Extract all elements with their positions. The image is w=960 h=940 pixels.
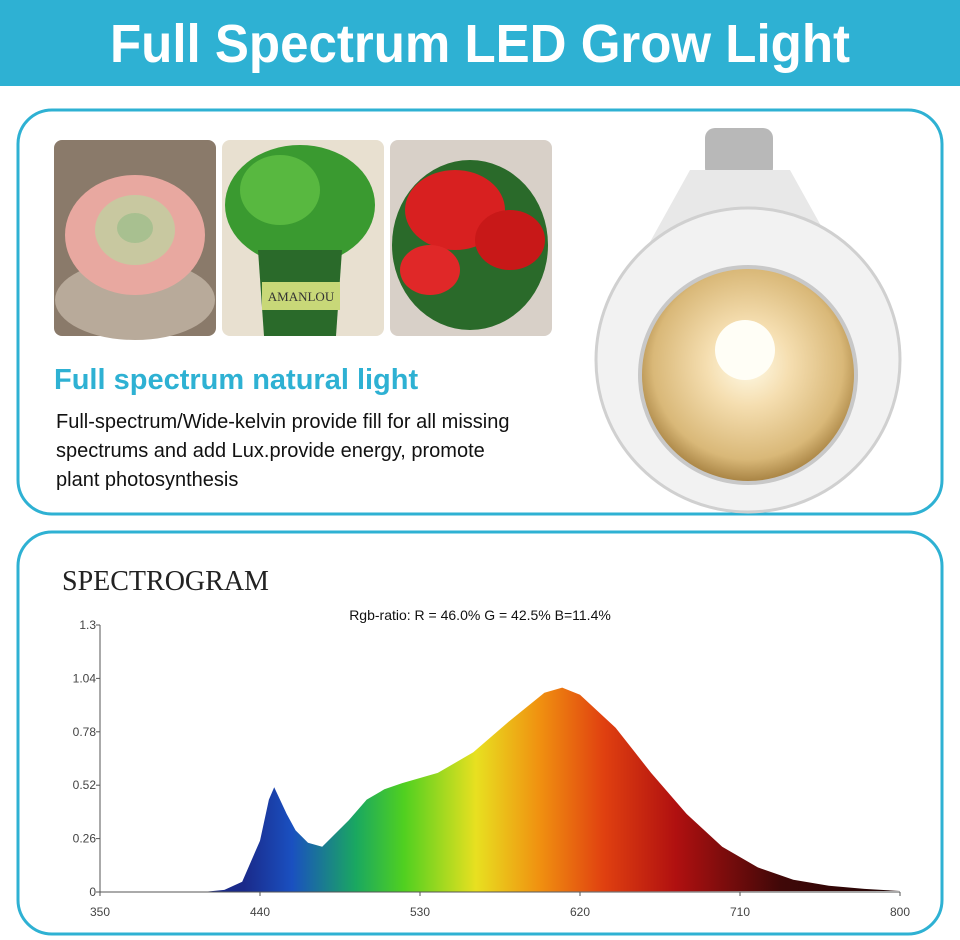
y-tick-label: 0.26 (73, 832, 97, 846)
led-bulb (594, 128, 902, 514)
succulent-photo (54, 140, 216, 340)
y-tick-label: 1.04 (73, 671, 97, 685)
y-tick-label: 0 (89, 885, 96, 899)
potted-plant-photo: AMANLOU (222, 140, 384, 336)
chart-panel (16, 530, 944, 936)
x-tick-label: 620 (570, 905, 590, 919)
y-tick-label: 0.52 (73, 778, 97, 792)
spectrum-area (100, 687, 900, 892)
x-tick-label: 350 (90, 905, 110, 919)
chart-title: SPECTROGRAM (62, 566, 269, 597)
x-tick-label: 710 (730, 905, 750, 919)
x-tick-label: 800 (890, 905, 910, 919)
feature-line: plant photosynthesis (56, 469, 238, 491)
feature-line: spectrums and add Lux.provide energy, pr… (56, 440, 485, 462)
feature-line: Full-spectrum/Wide-kelvin provide fill f… (56, 411, 509, 433)
feature-heading: Full spectrum natural light (54, 364, 418, 396)
y-tick-label: 1.3 (79, 618, 96, 632)
header-band (0, 0, 960, 86)
chart-annotation: Rgb-ratio: R = 46.0% G = 42.5% B=11.4% (349, 607, 611, 623)
plot: 0 0.26 0.52 0.78 1.04 1.3 350 440 530 620 710 800 (73, 618, 911, 919)
pot-label: AMANLOU (268, 289, 335, 304)
x-tick-label: 530 (410, 905, 430, 919)
poinsettia-photo (390, 140, 552, 336)
header-title: Full Spectrum LED Grow Light (110, 14, 850, 74)
x-tick-label: 440 (250, 905, 270, 919)
y-tick-label: 0.78 (73, 725, 97, 739)
